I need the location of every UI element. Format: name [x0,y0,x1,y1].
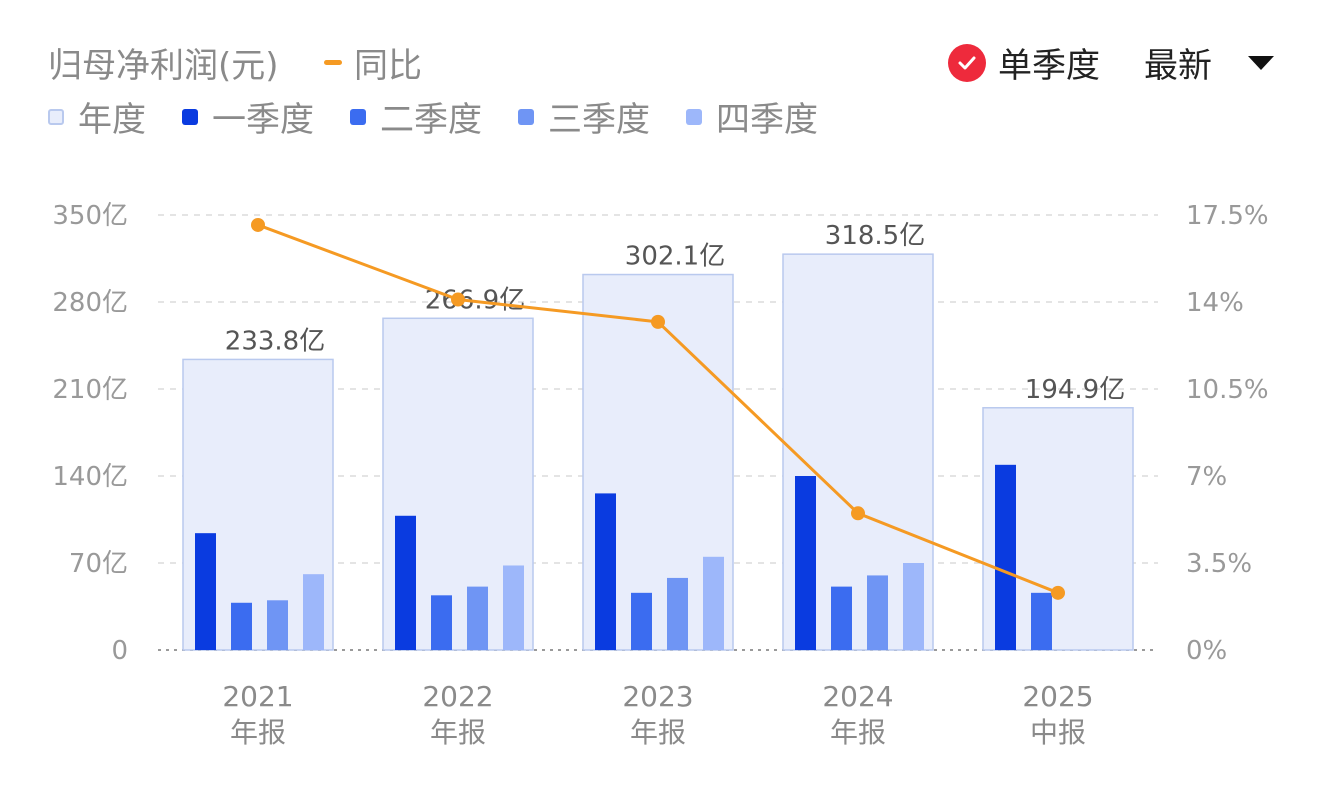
y-right-tick-label: 3.5% [1186,549,1252,579]
yoy-legend-label: 同比 [354,46,422,86]
yoy-legend: 同比 [324,38,422,87]
x-tick-label: 2022 [422,680,493,713]
x-tick-label: 年报 [430,716,486,749]
y-left-tick-label: 350亿 [52,201,128,231]
check-circle-icon [948,43,986,82]
x-tick-label: 年报 [230,716,286,749]
legend-swatch-q3 [518,108,534,125]
x-tick-label: 2024 [822,680,893,713]
legend-item-q4[interactable]: 四季度 [686,92,818,141]
legend-label-annual: 年度 [78,100,146,140]
chart-title: 归母净利润(元) [48,46,279,86]
yoy-point [651,314,665,329]
y-right-tick-label: 10.5% [1186,375,1269,405]
quarter-bar-q4 [503,565,524,650]
quarter-bar-q4 [303,574,324,650]
y-left-tick-label: 0 [111,636,128,666]
quarter-bar-q2 [1031,592,1052,650]
yoy-point [251,217,265,232]
quarter-bar-q1 [195,533,216,650]
legend-swatch-q4 [686,108,702,125]
x-tick-label: 年报 [630,716,686,749]
y-left-tick-label: 210亿 [52,375,128,405]
quarter-bar-q1 [995,464,1016,650]
quarter-bar-q2 [831,586,852,650]
quarter-bar-q2 [431,595,452,650]
yoy-line-swatch [324,60,342,65]
yoy-point [851,506,865,521]
legend-item-q1[interactable]: 一季度 [182,92,314,141]
legend-label-q4: 四季度 [716,100,818,140]
annual-value-label: 233.8亿 [225,326,325,356]
annual-value-label: 318.5亿 [825,221,925,251]
y-right-tick-label: 7% [1186,462,1227,492]
quarter-bar-q3 [667,577,688,650]
x-tick-label: 2023 [622,680,693,713]
quarter-bar-q4 [903,563,924,650]
y-right-tick-label: 17.5% [1186,201,1269,231]
quarter-bar-q3 [267,600,288,650]
y-left-tick-label: 140亿 [52,462,128,492]
period-dropdown-label: 最新 [1144,46,1212,86]
y-left-tick-label: 70亿 [69,549,128,579]
y-right-tick-label: 14% [1186,288,1244,318]
quarter-bar-q2 [631,592,652,650]
quarter-toggle-label: 单季度 [998,46,1100,86]
quarter-bar-q3 [867,575,888,650]
legend-swatch-q2 [350,108,366,125]
period-dropdown[interactable]: 最新 [1144,38,1274,87]
legend-item-annual[interactable]: 年度 [48,92,146,141]
yoy-point [451,292,465,307]
legend-label-q1: 一季度 [212,100,314,140]
quarter-bar-q2 [231,602,252,650]
legend-swatch-annual [48,108,64,125]
yoy-point [1051,585,1065,600]
quarter-bar-q1 [395,515,416,650]
y-right-tick-label: 0% [1186,636,1227,666]
caret-down-icon [1248,55,1274,70]
legend: 年度 一季度 二季度 三季度 四季度 [48,92,854,141]
x-tick-label: 2025 [1022,680,1093,713]
annual-value-label: 302.1亿 [625,242,725,272]
x-tick-label: 年报 [830,716,886,749]
quarter-bar-q3 [467,586,488,650]
x-tick-label: 2021 [222,680,293,713]
y-left-tick-label: 280亿 [52,288,128,318]
legend-item-q3[interactable]: 三季度 [518,92,650,141]
annual-value-label: 194.9亿 [1025,375,1125,405]
legend-item-q2[interactable]: 二季度 [350,92,482,141]
quarter-bar-q1 [595,493,616,650]
x-tick-label: 中报 [1030,716,1086,749]
quarter-bar-q4 [703,556,724,650]
legend-label-q2: 二季度 [380,100,482,140]
quarter-toggle[interactable]: 单季度 [948,38,1100,87]
legend-label-q3: 三季度 [548,100,650,140]
quarter-bar-q1 [795,476,816,650]
legend-swatch-q1 [182,108,198,125]
